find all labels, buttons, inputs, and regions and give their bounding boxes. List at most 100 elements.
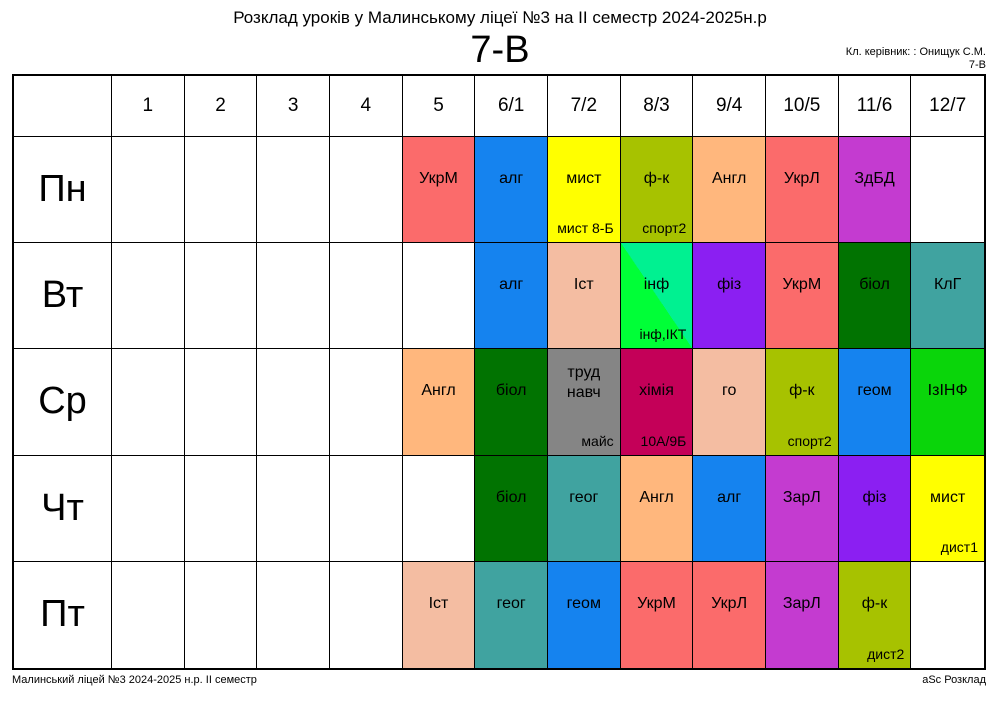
lesson-cell[interactable]: ф-к спорт2 xyxy=(765,349,839,456)
lesson-cell[interactable]: біол xyxy=(475,455,548,562)
lesson-subject: труд навч xyxy=(566,364,601,402)
teacher-class-line: 7-В xyxy=(968,59,986,71)
lesson-subject: інф xyxy=(643,276,670,294)
period-header: 6/1 xyxy=(475,76,548,137)
lesson-subject: Англ xyxy=(421,382,456,400)
lesson-subject: ЗарЛ xyxy=(782,595,821,613)
lesson-cell[interactable]: труд навч майс xyxy=(547,349,621,456)
lesson-cell[interactable]: Англ xyxy=(620,455,694,562)
lesson-subject: ф-к xyxy=(789,382,815,400)
empty-cell xyxy=(112,137,185,244)
lesson-cell[interactable]: фіз xyxy=(838,455,912,562)
lesson-cell[interactable]: фіз xyxy=(693,243,766,350)
lesson-cell[interactable]: геом xyxy=(547,561,621,668)
period-header: 3 xyxy=(257,76,330,137)
lesson-subject: геог xyxy=(569,488,599,506)
lesson-subject: ЗдБД xyxy=(854,170,895,188)
lesson-cell[interactable]: УкрМ xyxy=(620,561,694,668)
lesson-cell[interactable]: УкрМ xyxy=(402,137,476,244)
lesson-cell[interactable]: геом xyxy=(838,349,912,456)
lesson-cell[interactable]: алг xyxy=(475,243,548,350)
lesson-subject: геом xyxy=(566,595,601,613)
lesson-subject: УкрМ xyxy=(637,595,676,613)
empty-cell xyxy=(329,243,403,350)
lesson-cell[interactable]: Англ xyxy=(693,137,766,244)
empty-cell xyxy=(112,349,185,456)
lesson-cell[interactable]: ІзІНФ xyxy=(911,349,984,456)
empty-cell xyxy=(402,243,476,350)
empty-cell xyxy=(257,137,330,244)
lesson-subject: ІзІНФ xyxy=(927,382,968,400)
empty-cell xyxy=(330,561,403,668)
timetable-grid: 1 2 3 4 5 6/1 7/2 8/3 9/4 10/5 11/6 12/7 Пн УкрМ алг ми… xyxy=(12,74,986,670)
footer-school: Малинський ліцей №3 2024-2025 н.р. ІІ се… xyxy=(12,674,257,686)
empty-cell xyxy=(257,349,330,456)
lesson-note: інф,ІКТ xyxy=(639,326,687,343)
lesson-subject: алг xyxy=(717,488,742,506)
lesson-cell[interactable]: алг xyxy=(693,455,766,562)
lesson-cell[interactable]: УкрМ xyxy=(765,243,839,350)
lesson-cell[interactable]: УкрЛ xyxy=(765,137,839,244)
lesson-subject: го xyxy=(721,382,737,400)
period-header: 10/5 xyxy=(765,76,839,137)
lesson-cell[interactable]: го xyxy=(693,349,766,456)
period-header: 7/2 xyxy=(547,76,621,137)
lesson-cell[interactable]: ЗарЛ xyxy=(765,455,839,562)
day-label: Пн xyxy=(14,137,112,244)
lesson-cell[interactable]: КлГ xyxy=(911,243,984,350)
period-header: 4 xyxy=(329,76,403,137)
lesson-subject: Іст xyxy=(428,595,449,613)
corner-cell xyxy=(14,76,112,137)
lesson-subject: фіз xyxy=(717,276,742,294)
empty-cell xyxy=(329,137,403,244)
lesson-cell[interactable]: мист мист 8-Б xyxy=(547,137,621,244)
empty-cell xyxy=(184,137,258,244)
lesson-subject: ф-к xyxy=(643,170,670,188)
lesson-cell[interactable]: Іст xyxy=(547,243,621,350)
lesson-subject: ЗарЛ xyxy=(782,488,821,506)
lesson-cell[interactable]: ф-к спорт2 xyxy=(620,137,694,244)
period-header: 2 xyxy=(184,76,258,137)
period-header: 1 xyxy=(112,76,185,137)
lesson-subject: ф-к xyxy=(861,595,888,613)
lesson-cell[interactable]: ф-к дист2 xyxy=(838,561,912,668)
period-header: 11/6 xyxy=(838,76,912,137)
lesson-subject: алг xyxy=(499,276,524,294)
teacher-line: Кл. керівник: : Онищук С.М. xyxy=(845,46,986,58)
lesson-subject: біол xyxy=(495,382,527,400)
empty-cell xyxy=(402,455,476,562)
lesson-cell[interactable]: біол xyxy=(475,349,548,456)
lesson-subject: Англ xyxy=(711,170,747,188)
lesson-cell[interactable]: УкрЛ xyxy=(693,561,766,668)
lesson-subject: КлГ xyxy=(933,276,962,294)
empty-cell xyxy=(112,243,185,350)
lesson-subject: УкрЛ xyxy=(783,170,820,188)
lesson-cell[interactable]: Іст xyxy=(402,561,476,668)
lesson-subject: геом xyxy=(857,382,892,400)
lesson-cell[interactable]: біол xyxy=(838,243,912,350)
lesson-note: спорт2 xyxy=(642,220,687,237)
empty-cell xyxy=(911,137,984,244)
lesson-subject: Іст xyxy=(573,276,594,294)
empty-cell xyxy=(329,455,403,562)
lesson-cell[interactable]: геог xyxy=(547,455,621,562)
empty-cell xyxy=(184,349,258,456)
empty-cell xyxy=(185,561,258,668)
lesson-cell[interactable]: ЗарЛ xyxy=(765,561,839,668)
lesson-cell[interactable]: геог xyxy=(475,561,548,668)
lesson-cell[interactable]: хімія 10А/9Б xyxy=(620,349,694,456)
lesson-cell[interactable]: алг xyxy=(475,137,548,244)
lesson-subject: УкрМ xyxy=(419,170,458,188)
lesson-subject: хімія xyxy=(639,382,674,400)
lesson-note: 10А/9Б xyxy=(640,432,687,449)
lesson-cell[interactable]: ЗдБД xyxy=(838,137,912,244)
lesson-note: спорт2 xyxy=(787,432,832,449)
lesson-subject: фіз xyxy=(862,488,887,506)
empty-cell xyxy=(257,561,330,668)
lesson-cell[interactable]: інф інф,ІКТ xyxy=(620,243,694,350)
lesson-cell[interactable]: мист дист1 xyxy=(911,455,984,562)
lesson-cell[interactable]: Англ xyxy=(402,349,476,456)
empty-cell xyxy=(112,455,185,562)
lesson-note: мист 8-Б xyxy=(557,220,614,237)
period-header: 5 xyxy=(402,76,476,137)
